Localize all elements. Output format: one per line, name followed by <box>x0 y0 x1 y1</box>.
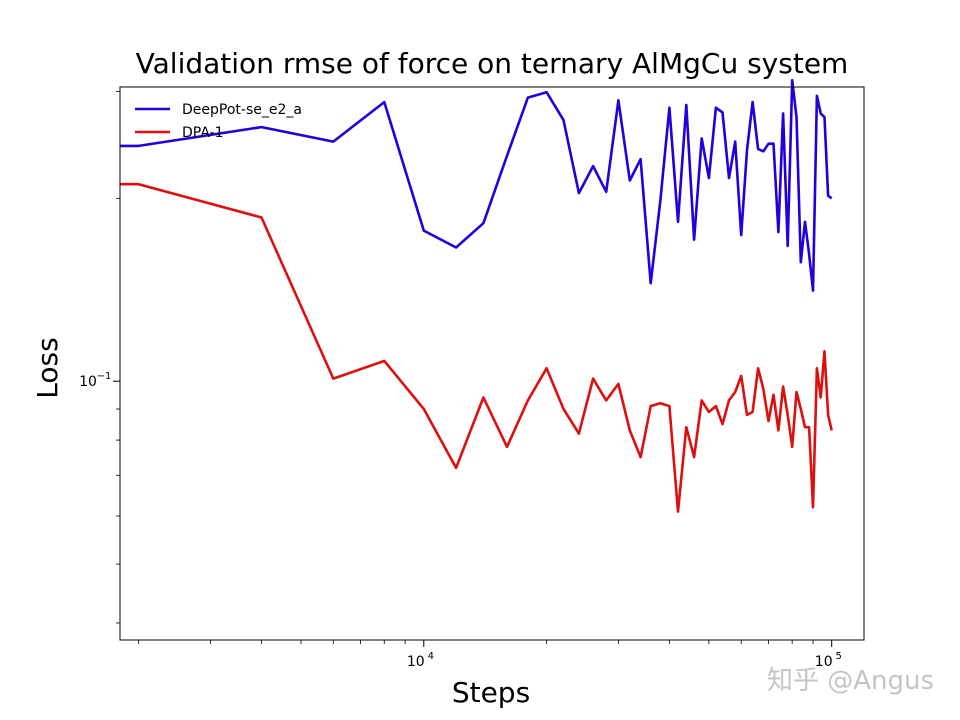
y-tick-label: 10 <box>79 374 97 390</box>
plot-area <box>120 78 833 513</box>
x-tick-label: 10 <box>407 654 425 670</box>
legend: DeepPot-se_e2_a DPA-1 <box>135 102 302 141</box>
x-axis-label: Steps <box>452 676 530 709</box>
legend-label: DPA-1 <box>182 125 224 141</box>
watermark-text: 知乎 @Angus <box>766 666 934 696</box>
y-axis-label: Loss <box>31 337 64 398</box>
plot-frame <box>119 86 865 641</box>
x-tick-exponent: 4 <box>428 651 434 662</box>
series-line-0 <box>120 78 833 292</box>
legend-label: DeepPot-se_e2_a <box>182 102 302 118</box>
series-line-1 <box>120 182 833 513</box>
axis-ticks: 10 4 10 510 −1 <box>79 90 842 670</box>
chart-title: Validation rmse of force on ternary AlMg… <box>136 47 849 80</box>
x-tick-exponent: 5 <box>836 651 842 662</box>
y-tick-exponent: −1 <box>97 371 112 382</box>
x-tick-label: 10 <box>815 654 833 670</box>
